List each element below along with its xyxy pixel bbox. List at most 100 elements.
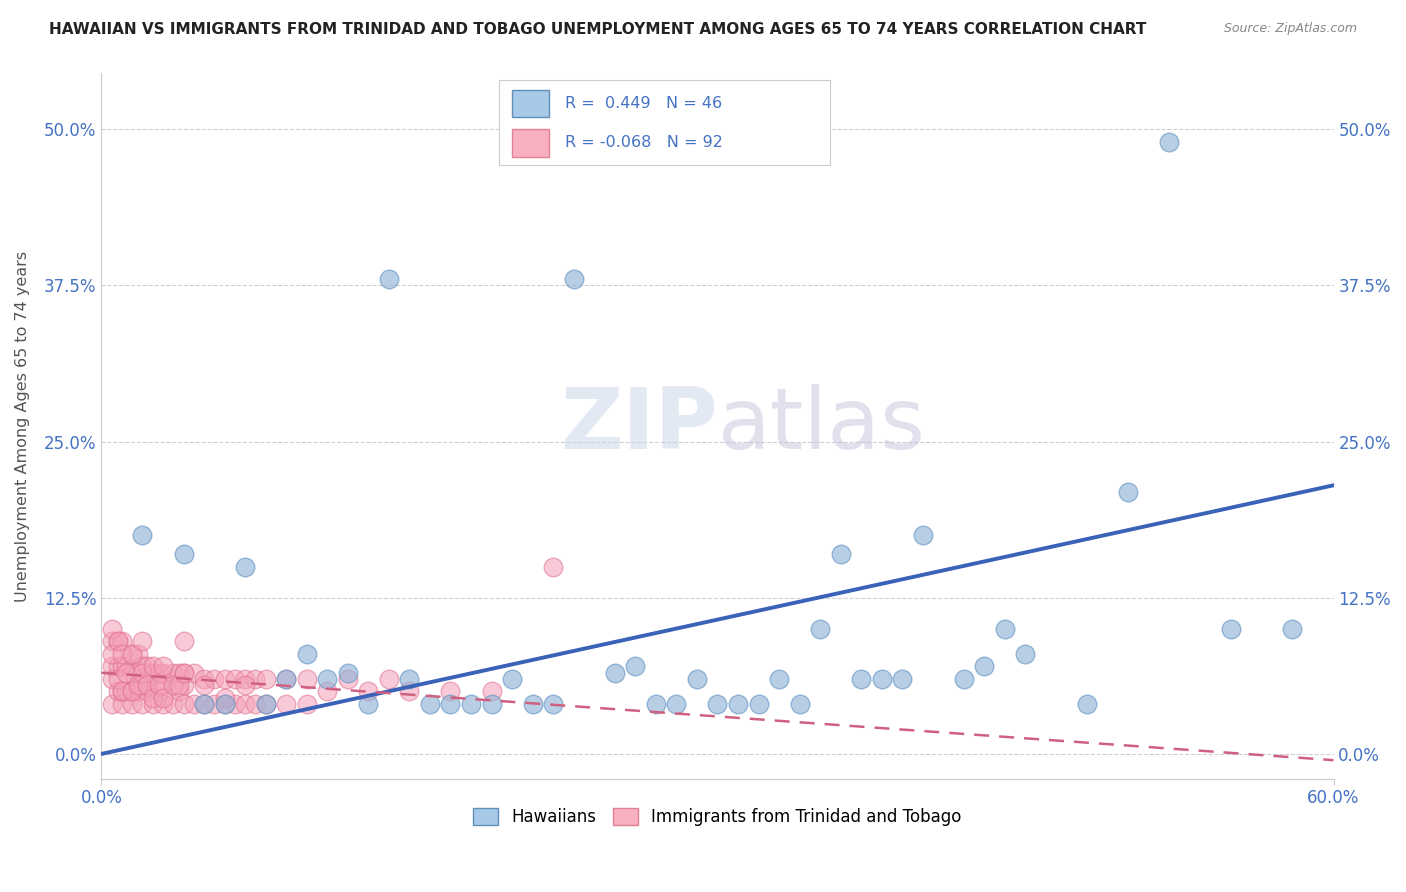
Point (911, 528, 934, 542)
Text: atlas: atlas (717, 384, 925, 467)
Point (127, 665, 149, 680)
Point (111, 684, 134, 698)
Point (481, 697, 503, 711)
Point (808, 622, 831, 636)
Point (107, 659, 129, 673)
Point (131, 678, 153, 692)
Point (121, 697, 143, 711)
Point (439, 684, 461, 698)
Point (1219, 622, 1241, 636)
Point (336, 672, 359, 686)
Point (131, 697, 153, 711)
Point (121, 647, 143, 661)
Point (994, 622, 1017, 636)
Point (135, 659, 157, 673)
Point (173, 678, 195, 692)
Point (224, 697, 246, 711)
Y-axis label: Unemployment Among Ages 65 to 74 years: Unemployment Among Ages 65 to 74 years (15, 251, 30, 601)
Point (419, 697, 441, 711)
Point (115, 659, 138, 673)
Point (169, 684, 191, 698)
Text: Source: ZipAtlas.com: Source: ZipAtlas.com (1223, 22, 1357, 36)
Point (316, 684, 339, 698)
Point (1281, 622, 1303, 636)
Point (316, 672, 339, 686)
Text: ZIP: ZIP (560, 384, 717, 467)
Point (747, 697, 769, 711)
Point (233, 559, 256, 574)
Point (100, 647, 122, 661)
Point (173, 665, 195, 680)
Point (173, 665, 195, 680)
Point (135, 678, 157, 692)
Point (245, 672, 267, 686)
Point (214, 672, 236, 686)
Point (111, 647, 134, 661)
Point (173, 697, 195, 711)
Point (295, 647, 318, 661)
Point (276, 672, 298, 686)
Point (202, 697, 225, 711)
Point (107, 684, 129, 698)
Point (152, 690, 174, 705)
Point (142, 659, 165, 673)
Point (276, 697, 298, 711)
Point (214, 690, 236, 705)
Point (100, 697, 122, 711)
Point (851, 672, 873, 686)
Point (644, 697, 666, 711)
Point (173, 547, 195, 561)
Point (121, 684, 143, 698)
Point (789, 697, 811, 711)
Point (233, 672, 256, 686)
Point (953, 672, 976, 686)
Point (121, 647, 143, 661)
Point (254, 697, 277, 711)
Point (131, 665, 153, 680)
Point (224, 672, 246, 686)
Point (378, 672, 401, 686)
FancyBboxPatch shape (512, 89, 548, 117)
Point (233, 697, 256, 711)
Point (830, 547, 852, 561)
Point (214, 697, 236, 711)
Point (357, 697, 380, 711)
Point (131, 528, 153, 542)
Point (131, 634, 153, 648)
Point (254, 697, 277, 711)
Point (121, 665, 143, 680)
Point (152, 659, 174, 673)
Point (562, 272, 585, 286)
Point (183, 665, 205, 680)
Point (522, 697, 544, 711)
Point (100, 659, 122, 673)
Point (127, 647, 149, 661)
Point (131, 659, 153, 673)
Point (295, 697, 318, 711)
Point (100, 672, 122, 686)
Point (357, 684, 380, 698)
Point (100, 634, 122, 648)
Point (107, 634, 129, 648)
Point (501, 672, 523, 686)
Point (127, 678, 149, 692)
Point (439, 697, 461, 711)
Point (193, 678, 215, 692)
Point (162, 678, 184, 692)
Point (115, 665, 138, 680)
Point (1076, 697, 1098, 711)
Point (111, 684, 134, 698)
Point (107, 672, 129, 686)
Point (202, 672, 225, 686)
Point (1116, 484, 1139, 499)
Point (100, 622, 122, 636)
Point (603, 665, 626, 680)
Point (706, 697, 728, 711)
Point (162, 697, 184, 711)
Point (111, 634, 134, 648)
Point (481, 684, 503, 698)
Point (193, 697, 215, 711)
Point (142, 665, 165, 680)
Point (1159, 135, 1181, 149)
Point (665, 697, 688, 711)
